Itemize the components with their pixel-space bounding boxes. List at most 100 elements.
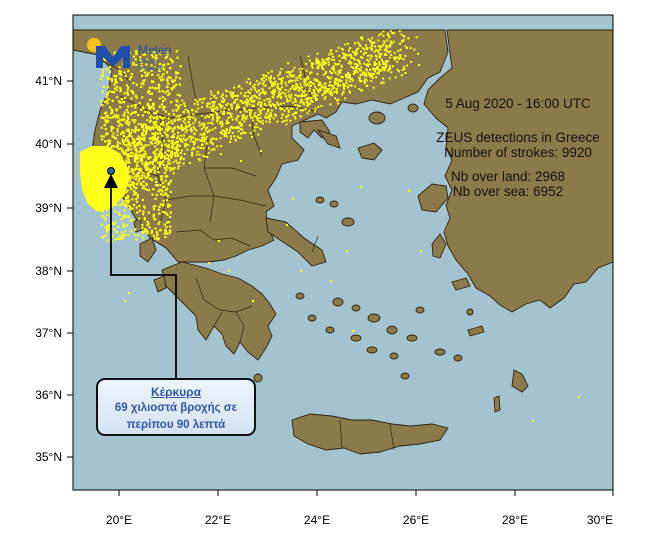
lightning-strike [122, 215, 125, 218]
lightning-strike [305, 77, 308, 80]
lightning-strike [221, 123, 224, 126]
lightning-strike [184, 105, 187, 107]
lightning-strike [118, 213, 121, 216]
lightning-strike [178, 138, 181, 141]
island-euboea [265, 217, 327, 267]
lightning-strike [381, 68, 384, 70]
lightning-strike [136, 143, 139, 146]
lightning-strike [257, 83, 260, 86]
lightning-strike [165, 128, 167, 131]
lightning-strike [285, 115, 288, 118]
lightning-strike [140, 69, 143, 72]
lightning-strike [254, 83, 256, 86]
lightning-strike [366, 63, 369, 66]
lightning-strike [154, 204, 157, 208]
lightning-strike [307, 98, 310, 101]
island-karpathos [493, 395, 501, 413]
lightning-strike [310, 97, 313, 100]
lightning-strike [116, 146, 119, 149]
lightning-strike [146, 220, 149, 224]
lightning-strike [144, 124, 147, 127]
lightning-strike [119, 101, 122, 104]
lightning-strike [128, 132, 131, 135]
lightning-strike [220, 125, 223, 128]
lightning-strike [128, 78, 131, 81]
lightning-strike [154, 155, 157, 158]
lightning-strike [210, 149, 213, 152]
lightning-strike [161, 186, 164, 189]
lightning-strike [220, 145, 223, 147]
lightning-strike [154, 157, 157, 161]
lightning-strike [164, 236, 167, 239]
lightning-strike [324, 72, 327, 75]
lightning-strike [216, 90, 219, 93]
lightning-strike [172, 113, 175, 116]
lightning-strike [185, 143, 188, 146]
lightning-strike [337, 46, 340, 49]
lightning-strike [237, 126, 240, 129]
lightning-strike [272, 93, 275, 96]
lightning-strike [168, 149, 171, 152]
lightning-strike [365, 44, 367, 47]
lightning-strike [147, 50, 150, 53]
lightning-strike [382, 81, 385, 84]
lightning-strike [123, 139, 126, 142]
lightning-strike [247, 99, 250, 102]
lightning-strike [137, 128, 141, 131]
lightning-strike [256, 91, 259, 93]
lightning-strike [240, 99, 243, 102]
lightning-strike [327, 91, 330, 94]
lightning-strike [180, 124, 183, 127]
lightning-strike [290, 96, 293, 99]
lightning-strike [382, 40, 385, 43]
lightning-strike [117, 144, 119, 147]
lightning-strike [166, 175, 169, 178]
lightning-strike [113, 228, 116, 231]
lightning-strike [298, 104, 301, 107]
lightning-strike [150, 137, 153, 140]
lightning-strike [130, 188, 133, 191]
lightning-strike [177, 114, 180, 117]
lightning-strike [164, 151, 167, 154]
lightning-strike [290, 93, 293, 96]
lightning-strike [178, 77, 182, 80]
lightning-strike [176, 71, 180, 75]
lightning-strike [291, 113, 294, 116]
lightning-strike [314, 85, 317, 88]
lightning-strike [382, 77, 385, 80]
lightning-strike [153, 152, 156, 155]
lightning-strike [116, 134, 119, 137]
lightning-strike [136, 164, 139, 167]
island-lesvos [417, 183, 449, 213]
lightning-strike [267, 110, 270, 113]
lightning-strike [202, 154, 205, 157]
lightning-strike [113, 83, 116, 86]
lightning-strike [100, 223, 103, 226]
lightning-strike [123, 92, 126, 95]
lightning-strike [369, 57, 372, 60]
island-chios [431, 233, 447, 259]
lightning-strike [133, 104, 136, 107]
lightning-strike [243, 114, 246, 117]
lightning-strike [243, 117, 246, 120]
lightning-strike [317, 105, 320, 108]
lightning-strike [268, 98, 271, 101]
lightning-strike [147, 90, 150, 93]
lightning-strike [166, 53, 169, 56]
lightning-strike [136, 142, 139, 145]
lightning-strike [163, 164, 165, 167]
lightning-strike [377, 68, 380, 71]
lightning-strike [124, 144, 127, 147]
lightning-strike [127, 153, 130, 156]
lightning-strike [170, 101, 173, 104]
lightning-strike [367, 54, 370, 57]
lightning-strike [144, 74, 148, 77]
lightning-strike [415, 36, 418, 39]
lightning-strike [177, 131, 179, 134]
lightning-strike [138, 101, 141, 105]
lightning-strike [105, 111, 108, 114]
lightning-strike [119, 88, 123, 91]
lightning-strike [169, 169, 172, 172]
lightning-strike [113, 91, 116, 94]
lightning-strike [192, 122, 195, 125]
